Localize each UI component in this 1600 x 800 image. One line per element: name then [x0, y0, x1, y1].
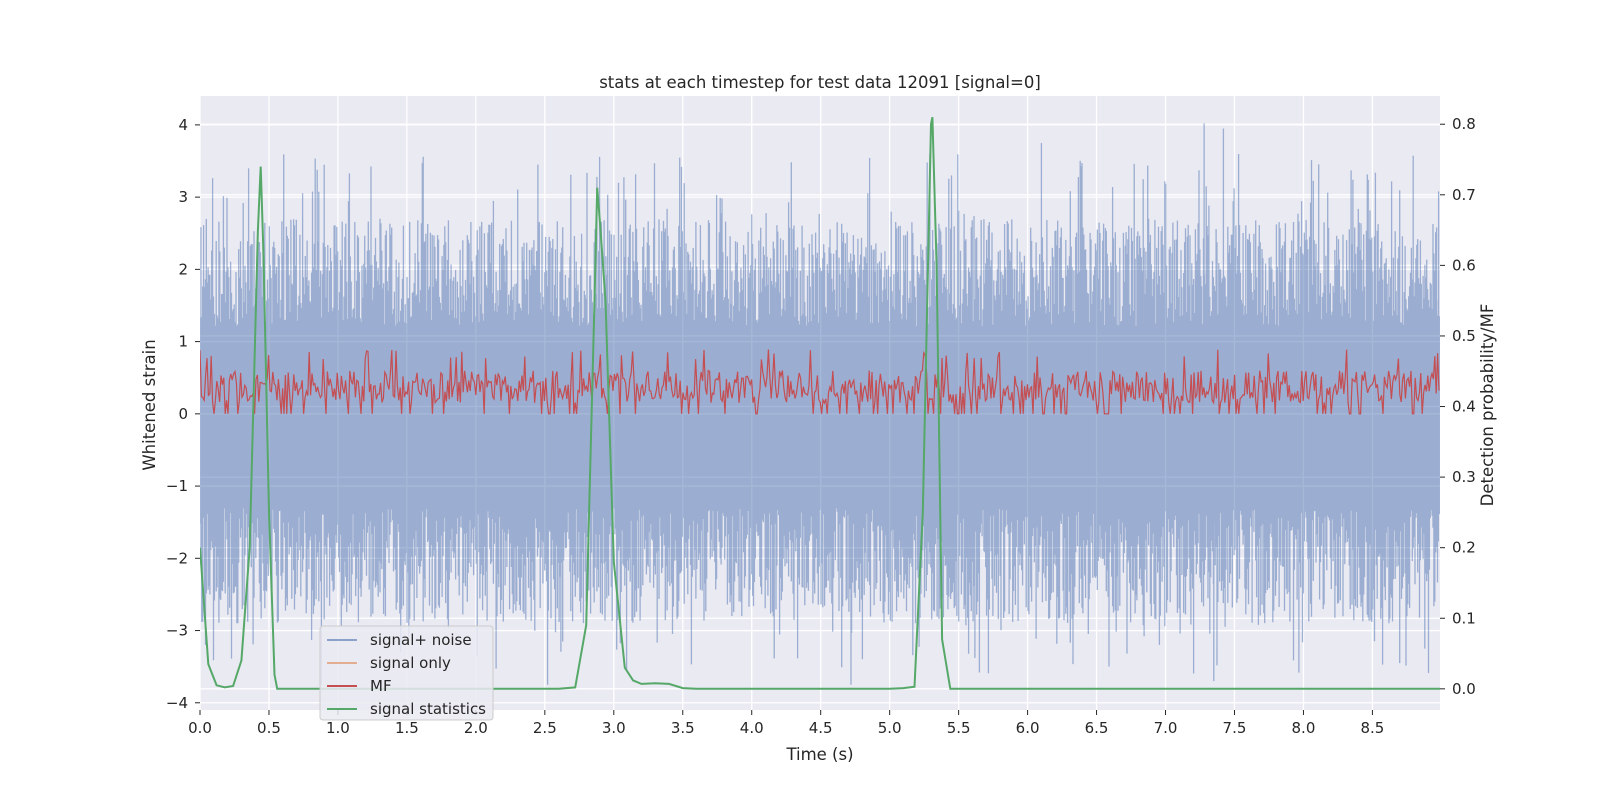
y-tick-label: −2	[166, 549, 188, 567]
x-tick-label: 4.0	[740, 719, 764, 737]
x-tick-label: 8.5	[1360, 719, 1384, 737]
y-tick-label: 2	[178, 260, 188, 278]
legend: signal+ noise signal only MF signal stat…	[319, 625, 494, 721]
x-tick-label: 1.5	[395, 719, 419, 737]
y-right-tick-label: 0.5	[1452, 327, 1476, 345]
y-right-tick-label: 0.2	[1452, 539, 1476, 557]
x-tick-label: 6.0	[1016, 719, 1040, 737]
series-signal-statistics-line	[200, 117, 1440, 690]
x-tick-label: 3.5	[671, 719, 695, 737]
y-right-tick-label: 0.3	[1452, 468, 1476, 486]
axis-ticks: 0.0 0.5 1.0 1.5 2.0 2.5 3.0 3.5 4.0 4.5 5.0 5.5 6.0 6…	[166, 115, 1476, 737]
x-tick-label: 0.5	[257, 719, 281, 737]
legend-label-signal-statistics: signal statistics	[370, 700, 486, 718]
chart-title: stats at each timestep for test data 120…	[599, 73, 1041, 92]
y-tick-label: −4	[166, 694, 188, 712]
series-mf-line	[200, 349, 1440, 415]
x-tick-label: 1.0	[326, 719, 350, 737]
y-tick-label: −1	[166, 477, 188, 495]
x-tick-label: 3.0	[602, 719, 626, 737]
x-tick-label: 5.5	[947, 719, 971, 737]
legend-label-mf: MF	[370, 677, 392, 695]
y-axis-right-label: Detection probability/MF	[1478, 304, 1497, 507]
y-right-tick-label: 0.0	[1452, 680, 1476, 698]
legend-label-signal-noise: signal+ noise	[370, 631, 472, 649]
x-tick-label: 5.0	[878, 719, 902, 737]
x-tick-label: 4.5	[809, 719, 833, 737]
x-axis-label: Time (s)	[785, 745, 853, 764]
legend-label-signal-only: signal only	[370, 654, 451, 672]
x-tick-label: 8.0	[1292, 719, 1316, 737]
x-tick-label: 0.0	[188, 719, 212, 737]
y-axis-label: Whitened strain	[140, 339, 159, 470]
y-tick-label: −3	[166, 622, 188, 640]
y-tick-label: 3	[178, 188, 188, 206]
y-tick-label: 0	[178, 405, 188, 423]
y-right-tick-label: 0.4	[1452, 398, 1476, 416]
x-tick-label: 7.0	[1154, 719, 1178, 737]
legend-box	[319, 625, 494, 721]
x-tick-label: 2.5	[533, 719, 557, 737]
x-tick-label: 6.5	[1085, 719, 1109, 737]
y-tick-label: 4	[178, 116, 188, 134]
x-tick-label: 2.0	[464, 719, 488, 737]
y-right-tick-label: 0.8	[1452, 115, 1476, 133]
y-right-tick-label: 0.1	[1452, 609, 1476, 627]
y-right-tick-label: 0.6	[1452, 256, 1476, 274]
y-tick-label: 1	[178, 333, 188, 351]
x-tick-label: 7.5	[1223, 719, 1247, 737]
y-right-tick-label: 0.7	[1452, 186, 1476, 204]
